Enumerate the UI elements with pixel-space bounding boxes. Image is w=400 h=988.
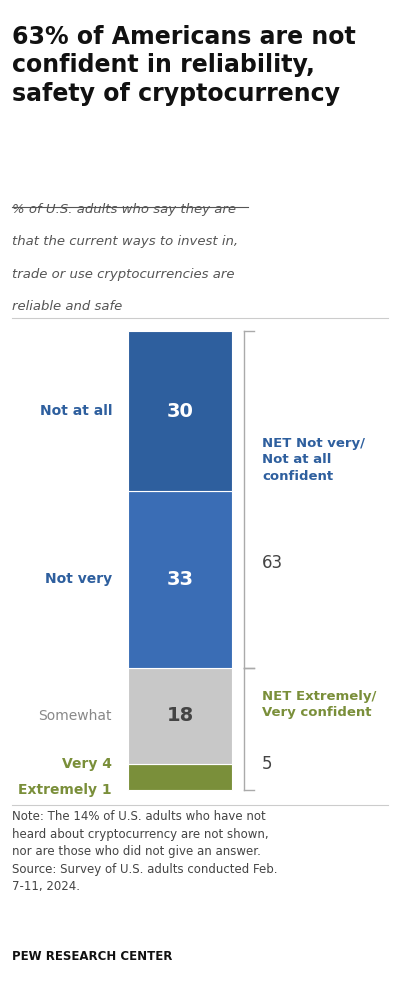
Text: 18: 18 [166,706,194,725]
Text: Not at all: Not at all [40,404,112,418]
Text: % of U.S. adults who say they are: % of U.S. adults who say they are [12,203,257,215]
Text: 63: 63 [262,554,283,572]
Text: Not very: Not very [45,572,112,587]
Text: NET Extremely/
Very confident: NET Extremely/ Very confident [262,690,376,719]
Text: reliable and safe: reliable and safe [12,300,122,313]
Text: trade or use cryptocurrencies are: trade or use cryptocurrencies are [12,268,234,281]
Bar [128,491,232,668]
Text: Note: The 14% of U.S. adults who have not
heard about cryptocurrency are not sho: Note: The 14% of U.S. adults who have no… [12,810,278,893]
Text: that the current ways to invest in,: that the current ways to invest in, [12,235,238,248]
Bar [128,668,232,764]
Text: 5: 5 [262,755,272,773]
Text: Very 4: Very 4 [62,757,112,772]
Bar [128,764,232,790]
Text: 33: 33 [166,570,194,589]
Text: 63% of Americans are not
confident in reliability,
safety of cryptocurrency: 63% of Americans are not confident in re… [12,25,356,106]
Text: 30: 30 [166,401,194,421]
Text: NET Not very/
Not at all
confident: NET Not very/ Not at all confident [262,437,365,483]
Text: PEW RESEARCH CENTER: PEW RESEARCH CENTER [12,950,172,963]
Text: Somewhat: Somewhat [38,708,112,722]
Text: Extremely 1: Extremely 1 [18,782,112,797]
Bar [128,331,232,491]
